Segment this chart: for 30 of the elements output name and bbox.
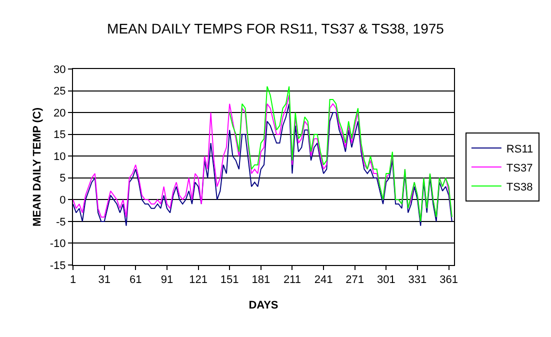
x-tick-label: 31	[98, 274, 110, 286]
x-tick-label: 181	[252, 274, 270, 286]
y-tick-label: 15	[54, 129, 66, 142]
y-tick-label: 30	[54, 64, 66, 76]
x-tick-label: 121	[189, 274, 208, 286]
legend-label: RS11	[506, 143, 534, 156]
x-tick-label: 151	[220, 274, 239, 286]
x-tick-label: 301	[376, 274, 396, 286]
x-tick-label: 211	[283, 274, 301, 286]
y-tick-label: 10	[54, 150, 66, 163]
x-tick-label: 61	[130, 274, 142, 286]
x-tick-label: 241	[314, 274, 333, 286]
y-tick-label: 25	[54, 86, 66, 98]
y-tick-label: 20	[54, 107, 66, 120]
x-tick-label: 1	[70, 274, 76, 286]
chart-title: MEAN DAILY TEMPS FOR RS11, TS37 & TS38, 1975	[107, 20, 444, 36]
legend-label: TS37	[506, 162, 533, 174]
legend-label: TS38	[506, 181, 533, 194]
y-tick-label: -5	[56, 216, 66, 228]
y-tick-label: 5	[60, 172, 66, 185]
x-tick-label: 271	[346, 274, 364, 286]
line-series	[229, 86, 452, 222]
x-tick-label: 331	[408, 274, 427, 286]
y-tick-label: -15	[50, 260, 66, 272]
x-axis-title: DAYS	[248, 299, 278, 312]
y-tick-label: 0	[60, 194, 66, 207]
x-tick-label: 91	[160, 274, 174, 286]
y-tick-label: -10	[50, 238, 66, 250]
x-tick-label: 361	[440, 274, 458, 286]
y-axis-title: MEAN DAILY TEMP (C)	[32, 107, 44, 226]
